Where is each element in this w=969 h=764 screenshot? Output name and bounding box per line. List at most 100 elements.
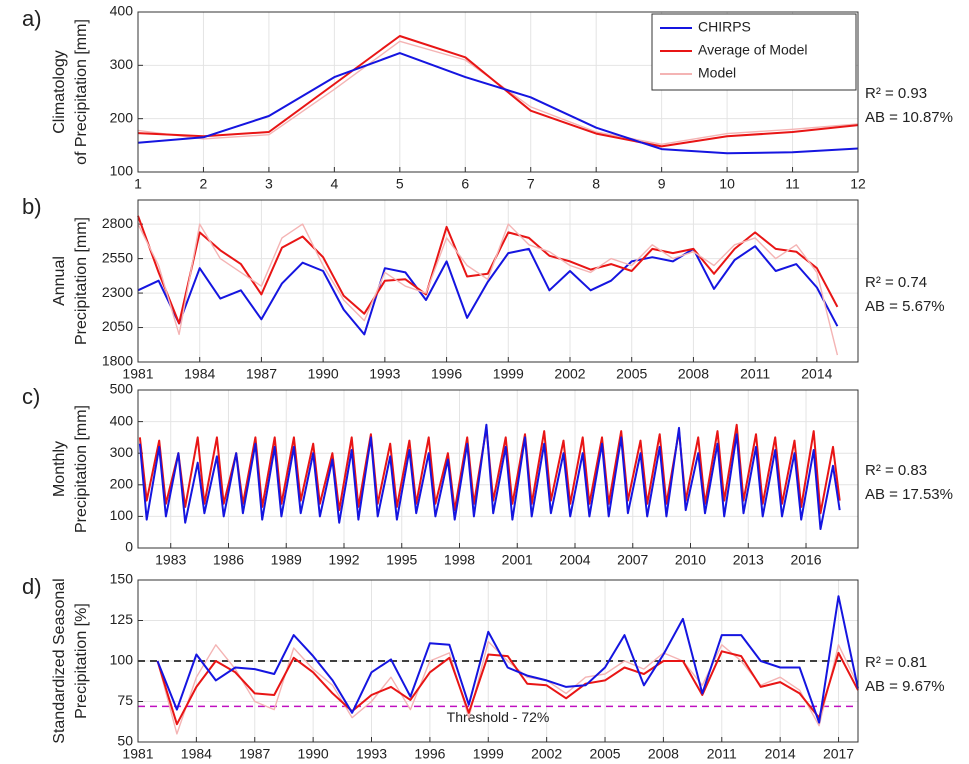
x-tick-label: 1989	[271, 552, 302, 568]
x-tick-label: 2011	[740, 366, 770, 382]
y-tick-label: 100	[110, 163, 134, 179]
x-tick-label: 2002	[531, 746, 562, 762]
panel-label: a)	[22, 6, 42, 31]
x-tick-label: 1990	[308, 366, 339, 382]
annotation: AB = 10.87%	[865, 109, 953, 126]
series-line	[137, 223, 839, 356]
x-tick-label: 2004	[559, 552, 590, 568]
x-tick-label: 10	[719, 176, 735, 192]
series-line	[138, 423, 841, 530]
x-tick-label: 2002	[554, 366, 585, 382]
legend: CHIRPS Average of Model Model	[651, 13, 857, 91]
x-tick-label: 2005	[589, 746, 620, 762]
x-tick-label: 9	[658, 176, 666, 192]
x-tick-label: 1992	[328, 552, 359, 568]
x-tick-label: 1987	[239, 746, 270, 762]
y-axis-label: Standardized Seasonal	[51, 578, 68, 743]
y-axis-label: Monthly	[51, 441, 68, 497]
x-tick-label: 2008	[678, 366, 709, 382]
y-tick-label: 2800	[102, 215, 133, 231]
annotation: R² = 0.81	[865, 654, 927, 671]
x-tick-label: 2	[200, 176, 208, 192]
legend-label: CHIRPS	[698, 19, 751, 35]
x-tick-label: 1999	[493, 366, 524, 382]
x-tick-label: 2017	[823, 746, 854, 762]
x-tick-label: 2008	[648, 746, 679, 762]
series-line	[137, 52, 859, 155]
x-tick-label: 2011	[707, 746, 737, 762]
x-tick-label: 11	[785, 176, 800, 192]
x-tick-label: 3	[265, 176, 273, 192]
x-tick-label: 1984	[184, 366, 215, 382]
x-tick-label: 2010	[675, 552, 706, 568]
x-tick-label: 2007	[617, 552, 648, 568]
y-tick-label: 0	[125, 539, 133, 555]
y-tick-label: 100	[110, 652, 134, 668]
x-tick-label: 6	[461, 176, 469, 192]
x-tick-label: 2014	[801, 366, 832, 382]
x-tick-label: 1990	[298, 746, 329, 762]
series-line	[156, 640, 859, 735]
plot-frame	[137, 579, 859, 743]
x-tick-label: 1993	[356, 746, 387, 762]
y-tick-label: 100	[110, 507, 134, 523]
panel-label: d)	[22, 574, 42, 599]
x-tick-label: 2013	[733, 552, 764, 568]
legend-label: Average of Model	[698, 42, 807, 58]
x-tick-label: 1981	[122, 366, 153, 382]
x-tick-label: 1986	[213, 552, 244, 568]
x-tick-label: 2001	[502, 552, 533, 568]
y-tick-label: 2300	[102, 284, 133, 300]
plot-area	[138, 200, 858, 362]
x-tick-label: 1993	[369, 366, 400, 382]
y-tick-label: 75	[117, 692, 133, 708]
y-tick-label: 2550	[102, 249, 133, 265]
y-tick-label: 200	[110, 109, 134, 125]
series-line	[156, 595, 859, 724]
panel-label: b)	[22, 194, 42, 219]
x-tick-label: 7	[527, 176, 535, 192]
y-tick-label: 2050	[102, 318, 133, 334]
annotation: AB = 9.67%	[865, 678, 945, 695]
y-tick-label: 1800	[102, 353, 133, 369]
plot-frame	[137, 389, 859, 549]
y-tick-label: 150	[110, 571, 134, 587]
x-tick-label: 1999	[473, 746, 504, 762]
series-line	[156, 650, 859, 726]
plot-frame	[137, 199, 859, 363]
x-tick-label: 12	[850, 176, 866, 192]
x-tick-label: 4	[330, 176, 338, 192]
annotation: AB = 5.67%	[865, 298, 945, 315]
x-tick-label: 1987	[246, 366, 277, 382]
plot-frame	[137, 11, 859, 173]
y-tick-label: 50	[117, 733, 133, 749]
y-tick-label: 300	[110, 56, 134, 72]
x-tick-label: 1996	[414, 746, 445, 762]
annotation: R² = 0.93	[865, 85, 927, 102]
x-tick-label: 2016	[790, 552, 821, 568]
y-axis-label: Climatology	[51, 50, 68, 134]
x-tick-label: 8	[592, 176, 600, 192]
y-axis-label: Precipitation [%]	[73, 603, 90, 719]
y-axis-label: Annual	[51, 256, 68, 306]
x-tick-label: 5	[396, 176, 404, 192]
series-line	[137, 245, 839, 336]
annotation: R² = 0.74	[865, 274, 927, 291]
y-axis-label: Precipitation [mm]	[73, 405, 90, 533]
x-tick-label: 1	[134, 176, 142, 192]
y-tick-label: 500	[110, 381, 134, 397]
y-tick-label: 200	[110, 476, 134, 492]
x-tick-label: 1995	[386, 552, 417, 568]
y-axis-label: Precipitation [mm]	[73, 217, 90, 345]
series-line	[137, 35, 859, 148]
y-tick-label: 400	[110, 412, 134, 428]
legend-label: Model	[698, 65, 736, 81]
x-tick-label: 2005	[616, 366, 647, 382]
x-tick-label: 2014	[765, 746, 796, 762]
y-tick-label: 300	[110, 444, 134, 460]
y-tick-label: 400	[110, 3, 134, 19]
x-tick-label: 1984	[181, 746, 212, 762]
x-tick-label: 1998	[444, 552, 475, 568]
annotation: R² = 0.83	[865, 462, 927, 479]
